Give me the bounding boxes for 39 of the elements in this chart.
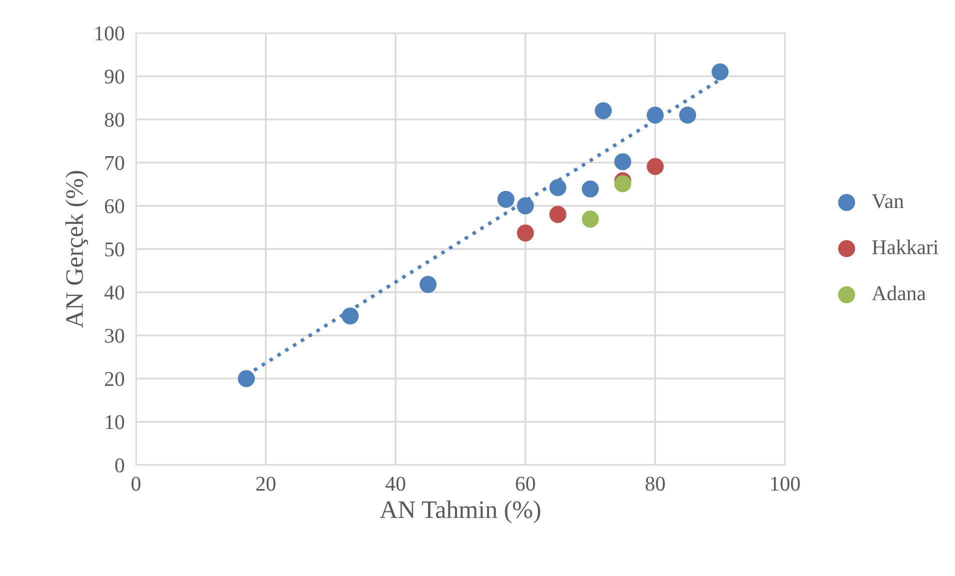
point xyxy=(420,276,437,293)
point xyxy=(516,224,534,242)
y-tick-label: 30 xyxy=(105,328,124,343)
point xyxy=(614,153,632,170)
point xyxy=(646,158,664,175)
y-tick-label: 20 xyxy=(104,372,124,386)
point xyxy=(679,106,696,124)
y-tick-label: 70 xyxy=(105,156,124,170)
point xyxy=(497,190,514,208)
point xyxy=(614,175,632,192)
y-tick-label: 60 xyxy=(104,199,124,214)
x-tick-label: 40 xyxy=(386,476,406,491)
x-tick-label: 60 xyxy=(516,476,536,491)
legend-label: Hakkari xyxy=(872,240,938,254)
y-axis-title: AN Gerçek (%) xyxy=(65,170,88,328)
point xyxy=(582,180,599,198)
x-axis-title: AN Tahmin (%) xyxy=(380,500,540,524)
y-tick-label: 10 xyxy=(106,415,124,430)
point xyxy=(516,197,534,214)
point xyxy=(549,179,566,196)
point xyxy=(712,63,729,80)
point xyxy=(582,210,599,228)
legend-label: Adana xyxy=(872,286,926,300)
point xyxy=(646,106,664,124)
y-tick-label: 80 xyxy=(104,112,124,127)
legend-label: Van xyxy=(872,194,904,208)
y-tick-label: 0 xyxy=(115,458,124,472)
point xyxy=(549,206,566,223)
x-tick-label: 80 xyxy=(646,476,665,491)
point xyxy=(238,370,255,388)
x-tick-label: 100 xyxy=(771,476,800,491)
y-tick-label: 90 xyxy=(104,70,124,84)
y-tick-label: 100 xyxy=(95,26,124,40)
x-tick-label: 0 xyxy=(132,476,140,491)
point xyxy=(594,102,612,120)
y-tick-label: 40 xyxy=(104,286,124,300)
x-tick-label: 20 xyxy=(256,476,276,491)
point xyxy=(342,307,359,324)
y-tick-label: 50 xyxy=(105,242,124,256)
